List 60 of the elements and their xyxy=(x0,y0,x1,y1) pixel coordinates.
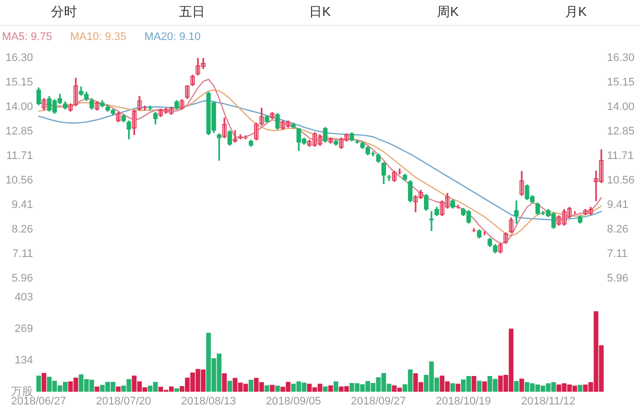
y-tick-label: 10.56 xyxy=(5,174,33,186)
y2-tick-label: 9.41 xyxy=(607,198,628,211)
y-tick-label: 403 xyxy=(14,292,33,304)
y-tick-label: 269 xyxy=(14,322,33,335)
x-tick-label: 2018/11/12 xyxy=(521,395,576,408)
bar xyxy=(116,386,121,392)
bar xyxy=(248,380,254,392)
text: MA5: 9.75 xyxy=(2,31,52,43)
x-tick-label: 2018/07/20 xyxy=(96,395,152,408)
text: MA10: 9.35 xyxy=(70,31,126,43)
text: 分时 xyxy=(50,3,78,21)
y2-tick-label: 8.26 xyxy=(607,223,628,236)
y2-tick-label: 10.56 xyxy=(607,174,635,186)
bar xyxy=(482,381,487,392)
bar xyxy=(264,385,270,392)
bar xyxy=(476,380,482,392)
y-tick-label: 15.15 xyxy=(5,76,33,89)
bar xyxy=(222,373,227,392)
y-tick-label: 14.00 xyxy=(5,101,33,114)
text: 周K xyxy=(436,3,460,21)
bar xyxy=(519,378,524,392)
y-tick-label: 5.96 xyxy=(12,272,33,284)
bar xyxy=(472,376,476,392)
y2-tick-label: 16.30 xyxy=(607,52,635,64)
bar xyxy=(578,384,582,392)
y-tick-label: 7.11 xyxy=(12,248,33,260)
bar xyxy=(456,384,460,392)
text: MA20: 9.10 xyxy=(144,31,201,43)
y-tick-label: 11.71 xyxy=(6,150,33,162)
x-tick-label: 2018/09/27 xyxy=(350,395,406,408)
x-tick-label: 2018/08/13 xyxy=(180,395,236,408)
y2-tick-label: 5.96 xyxy=(607,272,628,284)
bar xyxy=(42,373,46,392)
bar xyxy=(450,383,456,392)
bar xyxy=(328,385,333,392)
y-tick-label: 8.26 xyxy=(12,223,33,236)
y2-tick-label: 15.15 xyxy=(607,76,635,89)
text: 日K xyxy=(308,3,332,21)
text: 月K xyxy=(564,3,588,21)
y2-tick-label: 12.85 xyxy=(607,126,635,138)
bar xyxy=(227,380,232,392)
bar xyxy=(514,380,519,392)
bar xyxy=(322,386,328,392)
y-tick-label: 万股 xyxy=(11,386,33,398)
x-tick-label: 2018/06/27 xyxy=(11,395,66,408)
y2-tick-label: 14.00 xyxy=(607,101,635,114)
bar xyxy=(36,376,41,392)
y-tick-label: 12.85 xyxy=(5,126,33,138)
x-tick-label: 2018/10/19 xyxy=(436,395,491,408)
bar xyxy=(94,386,100,392)
y-tick-label: 134 xyxy=(14,354,33,367)
bar xyxy=(334,381,338,392)
y2-tick-label: 11.71 xyxy=(607,150,634,162)
y-tick-label: 16.30 xyxy=(5,52,33,64)
text: 五日 xyxy=(178,3,206,21)
y-tick-label: 9.41 xyxy=(12,198,33,211)
x-tick-label: 2018/09/05 xyxy=(266,395,321,408)
y2-tick-label: 7.11 xyxy=(607,248,628,260)
bar xyxy=(270,384,275,392)
bar xyxy=(275,386,280,392)
